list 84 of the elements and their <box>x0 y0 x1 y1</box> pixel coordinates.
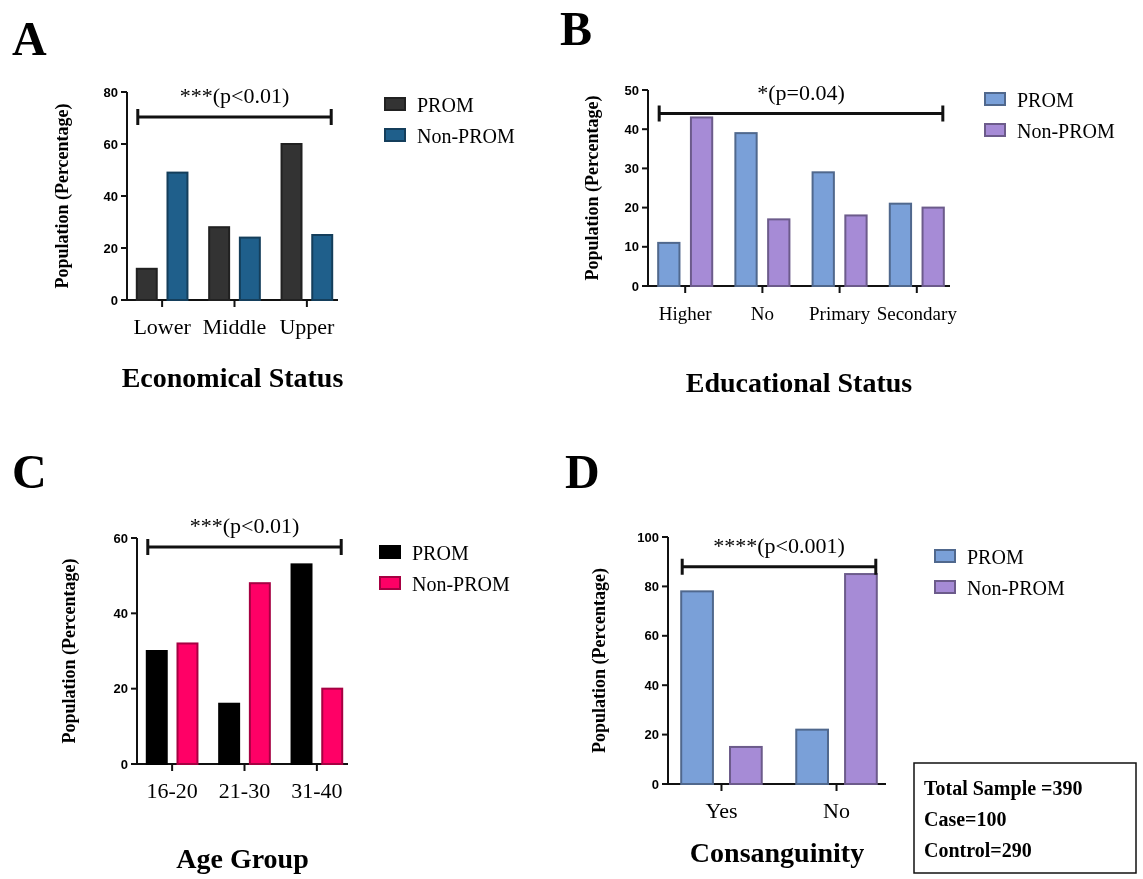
y-tick-label: 30 <box>624 160 639 176</box>
y-tick-label: 10 <box>624 239 639 255</box>
x-tick-label: Middle <box>202 314 267 339</box>
bar <box>844 214 868 287</box>
x-tick-label: Upper <box>279 314 336 339</box>
y-tick-label: 0 <box>631 278 639 294</box>
x-tick-label: 21-30 <box>218 778 271 803</box>
bar <box>795 728 829 785</box>
y-tick-label: 20 <box>113 681 128 697</box>
chart-title: C <box>12 445 47 498</box>
bar <box>145 650 168 765</box>
y-tick-label: 20 <box>624 200 639 216</box>
x-tick-label: Secondary <box>876 303 958 324</box>
y-tick-label: 60 <box>644 628 659 644</box>
x-tick-label: No <box>750 303 775 324</box>
x-tick-label: Primary <box>808 303 871 324</box>
bar <box>280 143 303 301</box>
y-tick-label: 60 <box>113 530 128 546</box>
bar <box>657 241 681 287</box>
legend-label: PROM <box>417 94 474 116</box>
y-tick-label: 50 <box>624 82 639 98</box>
bar <box>208 226 231 301</box>
x-axis-title: Educational Status <box>685 367 913 398</box>
y-tick-label: 100 <box>637 529 659 545</box>
x-tick-label: 31-40 <box>291 778 343 803</box>
bar <box>321 687 344 765</box>
bar <box>680 590 714 785</box>
text: Case=100 <box>924 808 1007 830</box>
y-tick-label: 20 <box>103 240 118 256</box>
legend-label: PROM <box>412 542 469 564</box>
y-axis-title: Population (Percentage) <box>582 95 603 281</box>
x-axis-title: Economical Status <box>121 362 344 393</box>
bar <box>689 116 714 287</box>
x-tick-label: Lower <box>133 314 192 339</box>
y-axis-title: Population (Percentage) <box>59 558 80 744</box>
legend-label: PROM <box>1017 89 1074 111</box>
y-tick-label: 80 <box>103 84 118 100</box>
chart-title: B <box>560 2 593 55</box>
y-tick-label: 40 <box>113 605 128 621</box>
legend-label: Non-PROM <box>967 577 1066 599</box>
bar <box>166 171 189 301</box>
bar <box>921 206 945 287</box>
y-tick-label: 60 <box>103 136 118 152</box>
chart-title: D <box>565 445 600 498</box>
annotation: ***(p<0.01) <box>179 82 290 108</box>
y-axis-title: Population (Percentage) <box>52 103 73 289</box>
bar <box>135 267 158 301</box>
text: Total Sample =390 <box>924 777 1083 800</box>
chart-title: A <box>12 12 47 65</box>
bar <box>729 745 763 785</box>
legend-label: PROM <box>967 546 1024 568</box>
y-tick-label: 40 <box>103 188 118 204</box>
y-tick-label: 80 <box>644 578 659 594</box>
bar <box>218 702 241 765</box>
text: Control=290 <box>924 839 1032 861</box>
x-tick-label: Yes <box>705 798 738 823</box>
annotation: *(p=0.04) <box>757 79 845 105</box>
annotation: ****(p<0.001) <box>713 532 845 558</box>
annotation: ***(p<0.01) <box>189 513 300 539</box>
bar <box>290 563 313 765</box>
y-tick-label: 40 <box>624 121 639 137</box>
bar <box>248 582 271 765</box>
bar <box>176 642 199 765</box>
legend-label: Non-PROM <box>412 573 511 595</box>
y-tick-label: 20 <box>644 727 659 743</box>
y-tick-label: 0 <box>110 292 118 308</box>
bar <box>811 171 835 287</box>
y-tick-label: 40 <box>644 677 659 693</box>
legend-label: Non-PROM <box>1017 120 1116 142</box>
x-axis-title: Consanguinity <box>689 837 865 868</box>
bar <box>238 236 261 301</box>
x-tick-label: 16-20 <box>146 778 198 803</box>
bar <box>734 132 758 287</box>
legend-label: Non-PROM <box>417 125 516 147</box>
x-axis-title: Age Group <box>176 843 309 874</box>
bar <box>311 234 334 301</box>
bar <box>767 218 791 287</box>
y-axis-title: Population (Percentage) <box>589 567 610 754</box>
bar <box>888 202 913 287</box>
y-tick-label: 0 <box>651 776 659 792</box>
x-tick-label: Higher <box>658 303 713 324</box>
bar <box>844 573 878 785</box>
x-tick-label: No <box>823 798 850 823</box>
y-tick-label: 0 <box>120 756 128 772</box>
